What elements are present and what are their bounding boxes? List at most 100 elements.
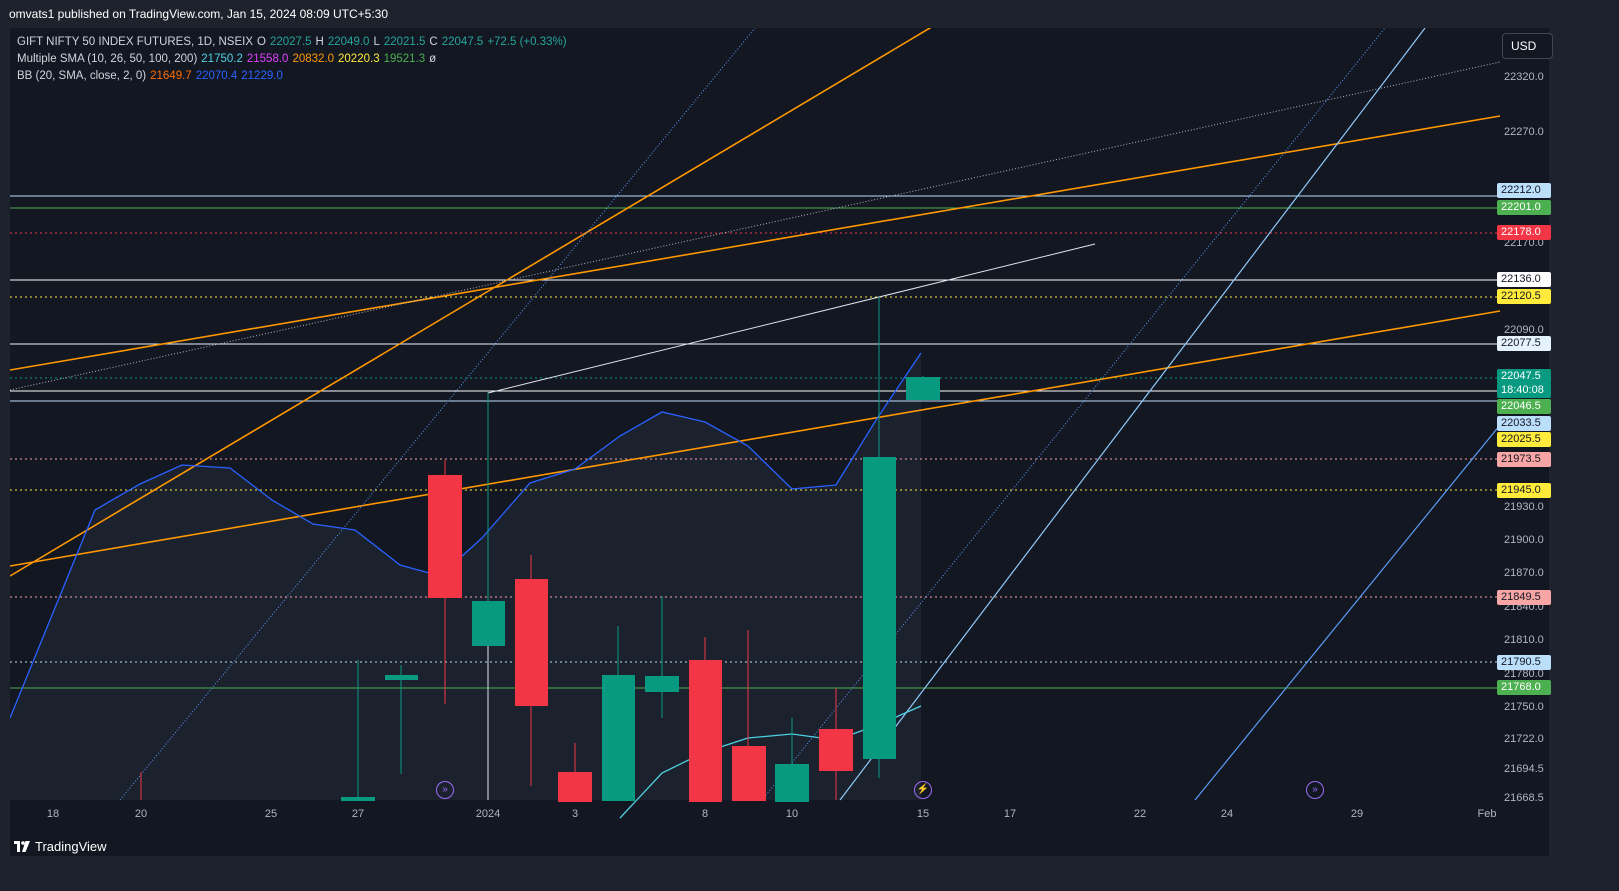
trendline-orange-lower <box>10 310 1501 567</box>
trendline-blue-2 <box>1194 424 1501 801</box>
candle <box>906 377 940 400</box>
price-label[interactable]: 22201.0 <box>1497 200 1551 215</box>
legend-value: GIFT NIFTY 50 INDEX FUTURES, 1D, NSEIX <box>17 36 254 48</box>
time-tick: 3 <box>571 808 579 820</box>
price-tick: 21870.0 <box>1504 567 1544 579</box>
publish-info: omvats1 published on TradingView.com, Ja… <box>9 7 389 21</box>
price-tick: 22320.0 <box>1504 71 1544 83</box>
legend-value: 21229.0 <box>241 70 283 82</box>
lightning-event-icon[interactable]: ⚡ <box>914 781 932 799</box>
price-label[interactable]: 22046.5 <box>1497 399 1551 414</box>
flash-event-icon[interactable]: » <box>1306 781 1324 799</box>
legend-value: 21558.0 <box>246 53 289 65</box>
price-label[interactable]: 22120.5 <box>1497 289 1551 304</box>
trendline-orange-steep <box>10 28 932 577</box>
price-label[interactable]: 21945.0 <box>1497 483 1551 498</box>
chart-canvas[interactable] <box>10 28 1549 856</box>
candle <box>472 601 505 646</box>
time-tick: 17 <box>1003 808 1017 820</box>
publish-header: omvats1 published on TradingView.com, Ja… <box>0 0 1619 28</box>
flash-event-icon[interactable]: » <box>436 781 454 799</box>
legend-symbol-row[interactable]: GIFT NIFTY 50 INDEX FUTURES, 1D, NSEIX O 2… <box>17 34 571 51</box>
legend-value: 22021.5 <box>383 36 426 48</box>
price-label[interactable]: 22033.5 <box>1497 416 1551 431</box>
legend-value: 22070.4 <box>195 70 238 82</box>
price-label[interactable]: 21790.5 <box>1497 655 1551 670</box>
price-tick: 22170.0 <box>1504 237 1544 249</box>
candle <box>428 475 462 598</box>
trendline-blue-dotted-2 <box>761 28 1386 801</box>
price-tick: 21810.0 <box>1504 634 1544 646</box>
legend-value: BB (20, SMA, close, 2, 0) <box>17 70 147 82</box>
bb-band-fill <box>10 353 921 800</box>
legend-bb-row[interactable]: BB (20, SMA, close, 2, 0) 21649.7 22070.4 2… <box>17 68 571 85</box>
price-tick: 21668.5 <box>1504 792 1544 804</box>
candle <box>385 675 418 680</box>
price-label[interactable]: 21849.5 <box>1497 590 1551 605</box>
time-tick: 15 <box>916 808 930 820</box>
price-label[interactable]: 22025.5 <box>1497 432 1551 447</box>
time-tick: 22 <box>1133 808 1147 820</box>
legend-value: ø <box>429 53 437 65</box>
legend-value: L <box>373 36 380 48</box>
bar-countdown-label: 18:40:08 <box>1497 383 1551 398</box>
price-label[interactable]: 22212.0 <box>1497 183 1551 198</box>
price-tick: 21750.0 <box>1504 701 1544 713</box>
candle <box>732 746 766 801</box>
candles[interactable] <box>140 297 940 802</box>
legend-value: H <box>315 36 324 48</box>
brand-name: TradingView <box>35 839 107 854</box>
time-tick: 20 <box>134 808 148 820</box>
legend-value: 22047.5 <box>441 36 484 48</box>
time-tick: 29 <box>1350 808 1364 820</box>
candle <box>863 457 896 759</box>
time-tick: 25 <box>264 808 278 820</box>
legend-value: C <box>429 36 438 48</box>
chart-pane[interactable] <box>10 28 1549 856</box>
legend-value: Multiple SMA (10, 26, 50, 100, 200) <box>17 53 198 65</box>
legend-value: 22027.5 <box>269 36 312 48</box>
time-tick: 2024 <box>475 808 501 820</box>
time-tick: 8 <box>701 808 709 820</box>
last-price-label[interactable]: 22047.5 <box>1497 369 1551 384</box>
candle <box>775 764 809 802</box>
candle <box>819 729 853 771</box>
legend-value: 20220.3 <box>338 53 380 65</box>
currency-button[interactable]: USD <box>1502 33 1553 59</box>
price-tick: 21722.0 <box>1504 733 1544 745</box>
candle <box>645 676 679 692</box>
price-tick: 21694.5 <box>1504 763 1544 775</box>
legend-value: 21750.2 <box>201 53 243 65</box>
time-tick: Feb <box>1477 808 1497 820</box>
price-tick: 21900.0 <box>1504 534 1544 546</box>
time-tick: 27 <box>351 808 365 820</box>
legend-value: 19521.3 <box>383 53 426 65</box>
chart-legend: GIFT NIFTY 50 INDEX FUTURES, 1D, NSEIX O 2… <box>17 34 571 85</box>
price-label[interactable]: 21973.5 <box>1497 452 1551 467</box>
price-label[interactable]: 21768.0 <box>1497 680 1551 695</box>
trendline-lightblue-1 <box>839 28 1426 801</box>
brand-footer[interactable]: TradingView <box>14 839 107 854</box>
legend-value: 20832.0 <box>292 53 335 65</box>
tradingview-logo-icon <box>14 841 30 852</box>
price-label[interactable]: 22077.5 <box>1497 336 1551 351</box>
time-tick: 18 <box>46 808 60 820</box>
bb-upper-line <box>10 352 922 719</box>
legend-sma-row[interactable]: Multiple SMA (10, 26, 50, 100, 200) 21750… <box>17 51 571 68</box>
price-tick: 22270.0 <box>1504 126 1544 138</box>
time-tick: 24 <box>1220 808 1234 820</box>
legend-value: O <box>257 36 266 48</box>
candle <box>689 660 722 802</box>
candle <box>341 797 375 801</box>
trendline-orange-upper <box>10 115 1501 371</box>
legend-value: 21649.7 <box>150 70 192 82</box>
price-tick: 21780.0 <box>1504 668 1544 680</box>
trendline-gray-dotted <box>10 61 1501 391</box>
price-label[interactable]: 22178.0 <box>1497 225 1551 240</box>
candle <box>558 772 592 802</box>
legend-value: 22049.0 <box>327 36 370 48</box>
time-tick: 10 <box>785 808 799 820</box>
price-tick: 21930.0 <box>1504 501 1544 513</box>
price-label[interactable]: 22136.0 <box>1497 272 1551 287</box>
price-tick: 22090.0 <box>1504 324 1544 336</box>
